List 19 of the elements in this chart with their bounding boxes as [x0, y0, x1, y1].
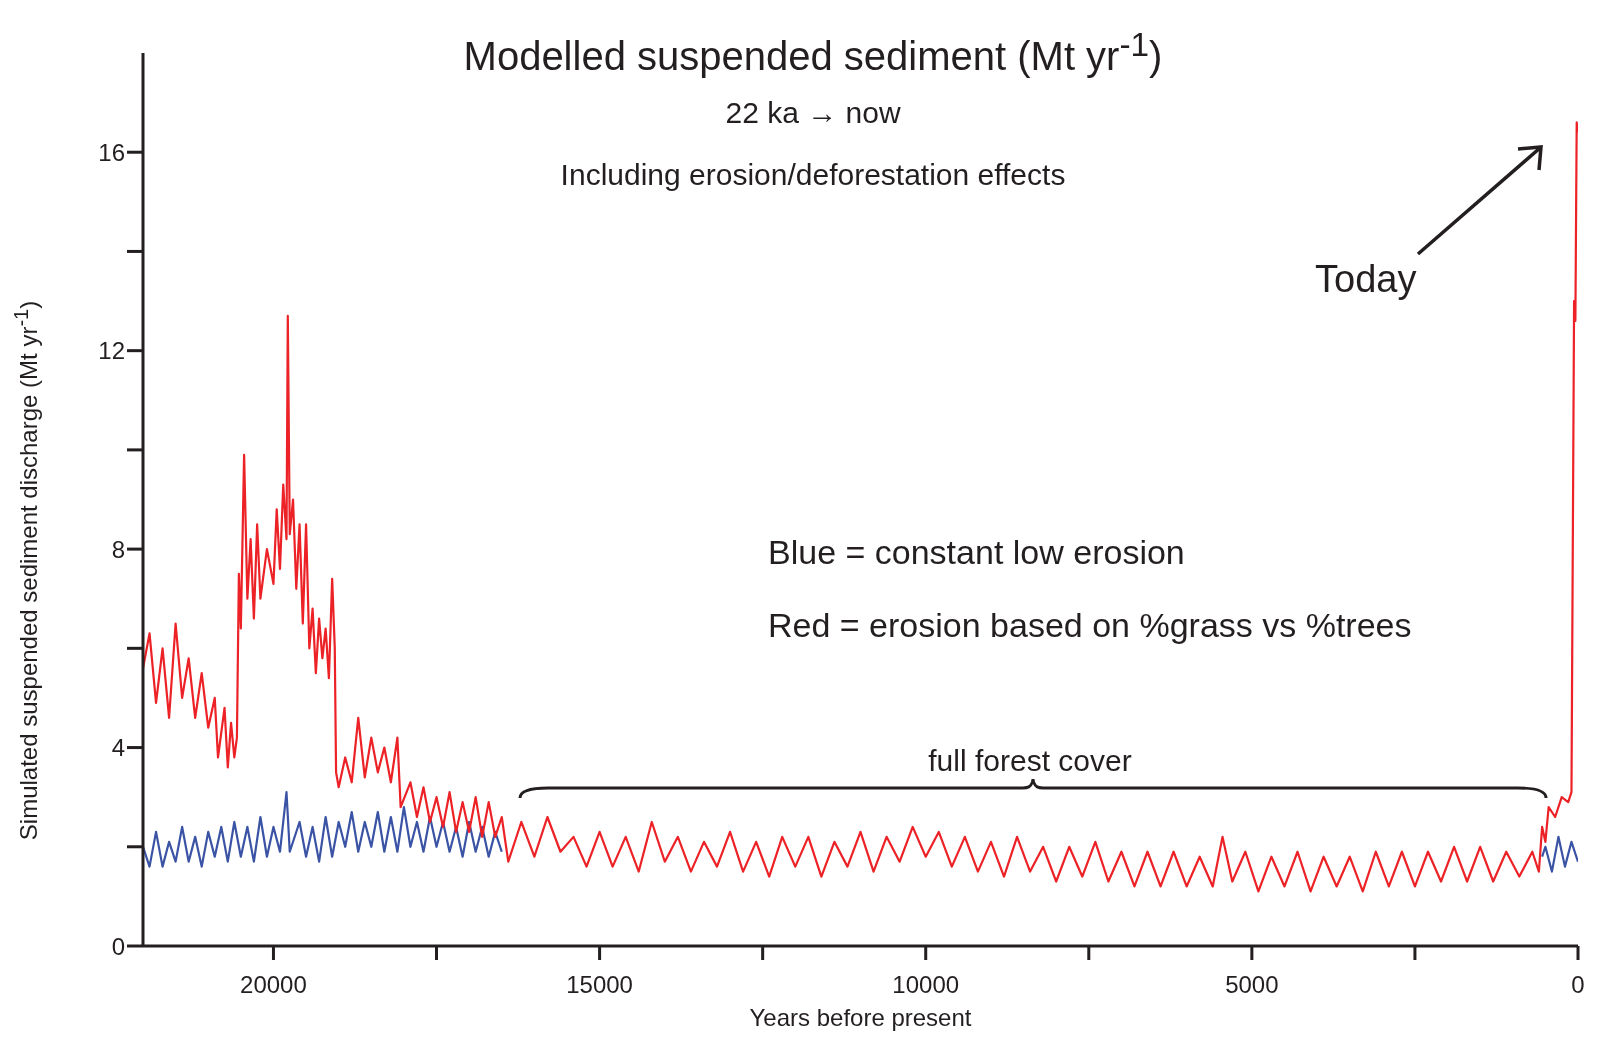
annotation: Red = erosion based on %grass vs %trees: [768, 606, 1412, 645]
y-tick-label: 0: [111, 932, 125, 960]
x-axis-title: Years before present: [748, 1004, 973, 1032]
annotation: Blue = constant low erosion: [768, 533, 1185, 572]
x-tick-label: 15000: [566, 971, 633, 999]
y-tick-label: 8: [111, 535, 125, 563]
text: 22 ka → now: [724, 96, 902, 130]
x-tick-label: 10000: [892, 971, 960, 999]
x-tick-label: 20000: [240, 971, 307, 999]
annotation: Including erosion/deforestation effects: [559, 158, 1067, 192]
line-series: [143, 121, 1578, 893]
y-tick-label: 4: [111, 734, 125, 762]
annotation: Today: [1315, 258, 1417, 301]
annotation: full forest cover: [927, 744, 1133, 778]
chart-title: Modelled suspended sediment (Mt yr$^{-1}$): [462, 26, 1164, 80]
x-tick-label: 5000: [1225, 971, 1279, 999]
x-tick-label: 0: [1571, 971, 1585, 999]
y-tick-label: 12: [98, 337, 125, 365]
y-tick-label: 16: [98, 138, 125, 166]
